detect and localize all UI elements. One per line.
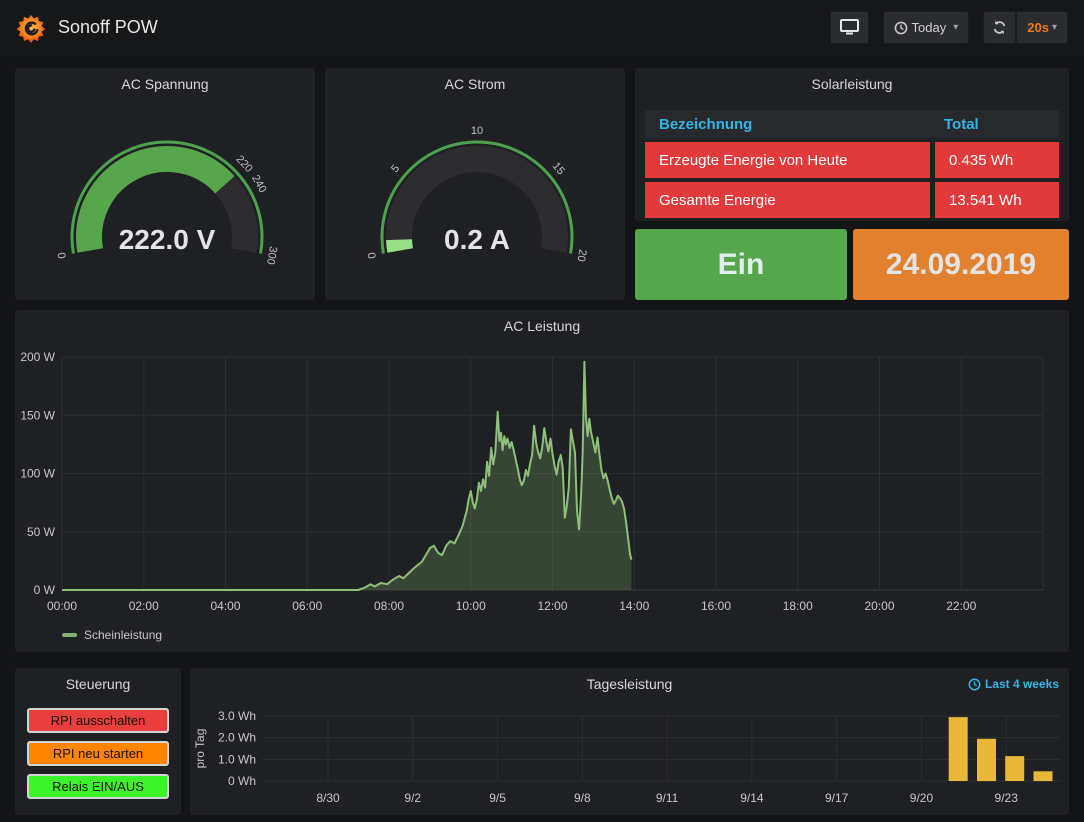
- panel-steuerung: Steuerung RPI ausschalten RPI neu starte…: [15, 668, 181, 815]
- svg-text:9/8: 9/8: [574, 791, 591, 805]
- svg-text:14:00: 14:00: [619, 599, 649, 613]
- column-header-bezeichnung[interactable]: Bezeichnung: [645, 116, 930, 133]
- panel-solarleistung: Solarleistung Bezeichnung Total Erzeugte…: [635, 68, 1069, 221]
- svg-text:20: 20: [575, 248, 589, 262]
- monitor-icon: [840, 19, 859, 36]
- svg-text:200 W: 200 W: [20, 350, 55, 364]
- svg-text:2.0 Wh: 2.0 Wh: [218, 731, 256, 745]
- svg-text:9/17: 9/17: [825, 791, 849, 805]
- cell-label: Erzeugte Energie von Heute: [645, 142, 930, 178]
- cycle-view-button[interactable]: [830, 11, 869, 44]
- time-range-label: Today: [912, 20, 947, 35]
- clock-icon: [894, 21, 908, 35]
- time-range-link-label: Last 4 weeks: [985, 677, 1059, 691]
- svg-text:08:00: 08:00: [374, 599, 404, 613]
- svg-text:20:00: 20:00: [864, 599, 894, 613]
- date-stat: 24.09.2019: [853, 229, 1069, 300]
- refresh-icon: [992, 20, 1007, 35]
- panel-tagesleistung: Tagesleistung Last 4 weeks 0 Wh 1.0 Wh 2.0…: [190, 668, 1069, 815]
- svg-text:9/20: 9/20: [910, 791, 934, 805]
- rpi-shutdown-button[interactable]: RPI ausschalten: [27, 708, 169, 733]
- chart-legend[interactable]: Scheinleistung: [62, 628, 162, 642]
- time-range-link[interactable]: Last 4 weeks: [968, 677, 1059, 691]
- svg-text:3.0 Wh: 3.0 Wh: [218, 709, 256, 723]
- svg-text:06:00: 06:00: [292, 599, 322, 613]
- svg-text:100 W: 100 W: [20, 467, 55, 481]
- svg-text:15: 15: [550, 160, 567, 177]
- table-row: Gesamte Energie 13.541 Wh: [645, 182, 1059, 218]
- panel-title-solarleistung[interactable]: Solarleistung: [635, 76, 1069, 92]
- svg-text:9/14: 9/14: [740, 791, 764, 805]
- svg-text:0.2 A: 0.2 A: [444, 224, 510, 255]
- voltage-gauge: 0220240300222.0 V: [15, 98, 315, 298]
- svg-text:10: 10: [471, 125, 483, 137]
- svg-text:22:00: 22:00: [946, 599, 976, 613]
- svg-text:pro Tag: pro Tag: [193, 729, 207, 769]
- panel-ac-spannung: AC Spannung 0220240300222.0 V: [15, 68, 315, 300]
- refresh-controls: 20s ▾: [983, 11, 1068, 44]
- legend-color-swatch: [62, 633, 77, 637]
- rpi-restart-button[interactable]: RPI neu starten: [27, 741, 169, 766]
- svg-text:9/23: 9/23: [995, 791, 1019, 805]
- svg-text:50 W: 50 W: [27, 525, 56, 539]
- column-header-total[interactable]: Total: [930, 116, 1059, 133]
- power-time-series-chart[interactable]: 0 W 50 W 100 W 150 W 200 W 00:00 02:00 04:00 06:…: [15, 340, 1069, 620]
- svg-text:300: 300: [264, 245, 279, 265]
- refresh-button[interactable]: [983, 11, 1016, 44]
- table-row: Erzeugte Energie von Heute 0.435 Wh: [645, 142, 1059, 178]
- control-buttons: RPI ausschalten RPI neu starten Relais E…: [15, 700, 181, 799]
- panel-title-steuerung[interactable]: Steuerung: [15, 676, 181, 692]
- current-gauge: 0 5 10 15 20 0.2 A: [325, 98, 625, 298]
- dashboard-title[interactable]: Sonoff POW: [58, 17, 158, 38]
- svg-text:222.0 V: 222.0 V: [119, 224, 216, 255]
- chevron-down-icon: ▾: [1052, 22, 1057, 33]
- svg-text:150 W: 150 W: [20, 408, 55, 422]
- svg-text:00:00: 00:00: [47, 599, 77, 613]
- svg-text:16:00: 16:00: [701, 599, 731, 613]
- legend-series-label[interactable]: Scheinleistung: [84, 628, 162, 642]
- cell-value: 13.541 Wh: [935, 182, 1059, 218]
- grafana-logo-icon: [16, 13, 46, 43]
- svg-text:9/5: 9/5: [489, 791, 506, 805]
- refresh-interval-dropdown[interactable]: 20s ▾: [1016, 11, 1068, 44]
- panel-ac-leistung: AC Leistung 0 W50 W100 W150 W200 W00:000…: [15, 310, 1069, 652]
- panel-ac-strom: AC Strom 0 5 10 15 20 0.2 A: [325, 68, 625, 300]
- svg-text:1.0 Wh: 1.0 Wh: [218, 752, 256, 766]
- svg-text:0 Wh: 0 Wh: [228, 774, 256, 788]
- svg-text:9/2: 9/2: [404, 791, 421, 805]
- svg-text:04:00: 04:00: [210, 599, 240, 613]
- svg-text:0: 0: [366, 251, 379, 259]
- svg-text:5: 5: [389, 163, 402, 175]
- svg-text:18:00: 18:00: [783, 599, 813, 613]
- svg-text:9/11: 9/11: [656, 791, 679, 805]
- relay-state-stat: Ein: [635, 229, 847, 300]
- svg-text:02:00: 02:00: [129, 599, 159, 613]
- panel-title-ac-leistung[interactable]: AC Leistung: [15, 318, 1069, 334]
- refresh-interval-value: 20s: [1027, 20, 1049, 35]
- relay-toggle-button[interactable]: Relais EIN/AUS: [27, 774, 169, 799]
- solar-table: Bezeichnung Total Erzeugte Energie von H…: [645, 110, 1059, 218]
- cell-value: 0.435 Wh: [935, 142, 1059, 178]
- chevron-down-icon: ▾: [953, 22, 958, 33]
- panel-title-ac-spannung[interactable]: AC Spannung: [15, 76, 315, 92]
- svg-text:8/30: 8/30: [316, 791, 340, 805]
- solar-table-header: Bezeichnung Total: [645, 110, 1059, 138]
- clock-icon: [968, 678, 981, 691]
- svg-text:0: 0: [56, 251, 69, 259]
- svg-text:0 W: 0 W: [34, 583, 56, 597]
- time-range-picker[interactable]: Today ▾: [883, 11, 970, 44]
- daily-energy-bar-chart[interactable]: 0 Wh 1.0 Wh 2.0 Wh 3.0 Wh pro Tag 8/30 9/2 9/5 9…: [190, 698, 1069, 813]
- svg-text:12:00: 12:00: [537, 599, 567, 613]
- panel-title-ac-strom[interactable]: AC Strom: [325, 76, 625, 92]
- svg-text:10:00: 10:00: [456, 599, 486, 613]
- top-navbar: Sonoff POW Today ▾: [0, 0, 1084, 55]
- panel-title-tagesleistung[interactable]: Tagesleistung: [190, 676, 1069, 692]
- cell-label: Gesamte Energie: [645, 182, 930, 218]
